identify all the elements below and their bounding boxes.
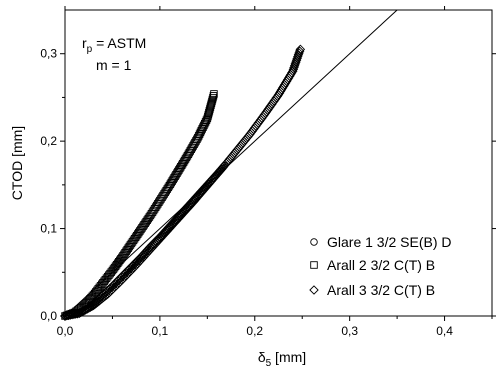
square-marker xyxy=(210,90,218,98)
annotation-rp-sub: p xyxy=(87,44,93,55)
square-marker xyxy=(203,114,212,123)
square-marker xyxy=(208,97,216,106)
legend-label-arall-3: Arall 3 3/2 C(T) B xyxy=(327,282,435,298)
square-marker xyxy=(204,112,212,121)
annotation-m: m = 1 xyxy=(96,57,132,73)
diamond-marker xyxy=(238,138,248,148)
y-tick-label-0: 0,0 xyxy=(40,309,57,323)
diamond-marker xyxy=(76,307,86,318)
legend: Glare 1 3/2 SE(B) D Arall 2 3/2 C(T) B A… xyxy=(309,234,452,298)
x-tick-label-4: 0,4 xyxy=(436,324,453,338)
diamond-marker xyxy=(74,308,84,319)
x-tick-label-3: 0,3 xyxy=(341,324,358,338)
square-marker xyxy=(206,103,215,111)
diamond-marker xyxy=(240,135,251,145)
diamond-marker xyxy=(72,308,83,319)
square-marker xyxy=(207,99,216,108)
square-marker xyxy=(205,107,214,115)
x-axis-label-subscript: 5 xyxy=(266,358,272,369)
legend-label-arall-2: Arall 2 3/2 C(T) B xyxy=(327,257,435,273)
diamond-marker xyxy=(229,148,240,158)
x-axis-label-symbol: δ xyxy=(258,349,266,365)
square-marker xyxy=(204,110,213,119)
diamond-marker xyxy=(77,306,88,317)
diamond-marker xyxy=(241,133,252,144)
diamond-marker xyxy=(233,143,243,154)
square-marker xyxy=(206,105,214,113)
x-tick-label-0: 0,0 xyxy=(57,324,74,338)
square-marker xyxy=(209,93,217,102)
legend-marker-square xyxy=(310,261,318,269)
square-marker xyxy=(205,109,213,117)
x-axis-label-unit: [mm] xyxy=(271,349,306,365)
square-marker xyxy=(208,95,217,104)
annotation-rp-rest: = ASTM xyxy=(92,35,146,51)
circle-marker xyxy=(146,243,155,251)
x-tick-label-1: 0,1 xyxy=(152,324,169,338)
diamond-marker xyxy=(295,44,306,55)
legend-marker-diamond xyxy=(309,285,319,295)
diamond-marker xyxy=(83,303,94,313)
diamond-marker xyxy=(70,309,81,319)
circle-marker xyxy=(153,236,161,244)
annotation-rp: rp = ASTM xyxy=(82,35,146,55)
y-axis-label: CTOD [mm] xyxy=(9,126,25,200)
y-tick-label-3: 0,3 xyxy=(40,47,57,61)
diamond-marker xyxy=(235,141,246,151)
annotation-rp-main: r xyxy=(82,35,87,51)
plot-frame xyxy=(64,9,493,317)
diamond-marker xyxy=(231,146,241,157)
diamond-marker xyxy=(223,155,234,166)
diamond-marker xyxy=(228,149,239,160)
legend-diamond-icon xyxy=(309,285,319,295)
diamond-marker xyxy=(239,136,249,147)
circle-marker xyxy=(145,244,153,252)
diamond-marker xyxy=(80,305,91,315)
circle-marker xyxy=(152,237,160,246)
legend-circle-icon xyxy=(310,238,318,246)
legend-square-icon xyxy=(310,261,318,269)
square-marker xyxy=(207,101,215,109)
y-tick-label-1: 0,1 xyxy=(40,222,57,236)
diamond-marker xyxy=(232,145,242,155)
diamond-marker xyxy=(234,142,245,152)
y-tick-label-2: 0,2 xyxy=(40,134,57,148)
diamond-marker xyxy=(242,132,253,142)
x-tick-label-2: 0,2 xyxy=(246,324,263,338)
series-2 xyxy=(60,44,306,321)
square-marker xyxy=(209,92,218,100)
x-axis-label: δ5 [mm] xyxy=(258,349,306,369)
diamond-marker xyxy=(82,304,92,314)
circle-marker xyxy=(148,241,156,250)
circle-marker xyxy=(154,234,163,243)
diamond-marker xyxy=(85,302,96,312)
circle-marker xyxy=(150,239,159,247)
axes: 0,0 0,1 0,2 0,3 0,4 0,0 0,1 0,2 0,3 xyxy=(40,6,496,338)
data-marks xyxy=(60,44,306,321)
diamond-marker xyxy=(79,306,89,316)
circle-marker xyxy=(149,240,157,248)
legend-marker-circle xyxy=(310,238,318,246)
legend-label-glare-1: Glare 1 3/2 SE(B) D xyxy=(327,234,452,250)
diamond-marker xyxy=(236,139,247,150)
